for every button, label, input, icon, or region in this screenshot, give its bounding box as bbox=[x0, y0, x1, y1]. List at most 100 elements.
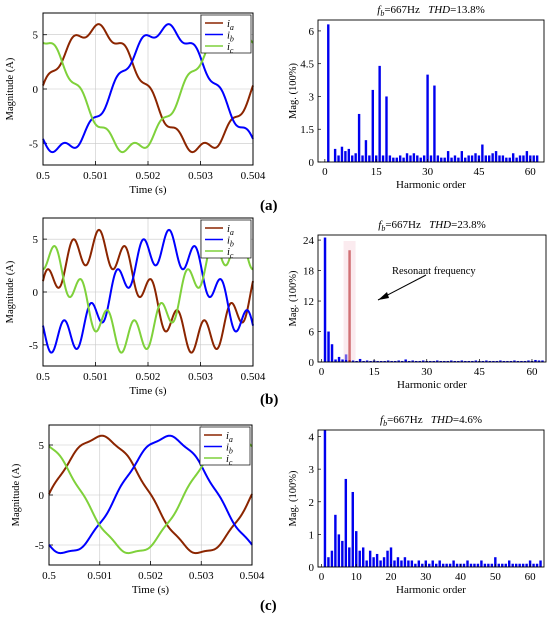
harmonic-bar bbox=[522, 155, 525, 162]
harmonic-bar bbox=[541, 360, 544, 362]
harmonic-bar bbox=[426, 74, 429, 162]
harmonic-bar bbox=[365, 360, 369, 362]
harmonic-bar bbox=[490, 563, 494, 567]
y-tick-label: 0 bbox=[309, 357, 315, 369]
harmonic-bar bbox=[483, 563, 487, 567]
legend-label-sub: b bbox=[230, 240, 234, 249]
harmonic-bar bbox=[481, 144, 484, 162]
waveform-chart-a: 0.5 0.501 0.502 0.503 0.504 5 0 -5 Time (s) Magni… bbox=[5, 12, 266, 196]
harmonic-bar bbox=[473, 563, 476, 567]
x-tick-label: 0.5 bbox=[42, 570, 56, 582]
harmonic-bar bbox=[467, 360, 471, 362]
series-line-ib bbox=[42, 228, 254, 354]
legend-label-sub: c bbox=[229, 458, 233, 467]
harmonic-bar bbox=[354, 153, 357, 162]
x-tick-label: 30 bbox=[420, 571, 432, 583]
harmonic-bar bbox=[464, 157, 467, 162]
series-line-ia bbox=[42, 228, 254, 354]
y-tick-label: 2 bbox=[309, 497, 315, 509]
harmonic-bar bbox=[501, 563, 504, 567]
panel-label-a: (a) bbox=[260, 198, 278, 214]
series-line-ia bbox=[42, 23, 254, 154]
harmonic-bar bbox=[436, 360, 439, 362]
y-axis-label: Mag. (100%) bbox=[288, 270, 299, 326]
harmonic-bar bbox=[516, 360, 520, 362]
harmonic-bar bbox=[528, 560, 532, 567]
y-tick-label: -5 bbox=[29, 340, 39, 352]
y-tick-label: 6 bbox=[309, 327, 315, 339]
harmonic-bar bbox=[364, 140, 368, 162]
x-tick-label: 0.503 bbox=[188, 170, 213, 182]
x-axis-label: Time (s) bbox=[129, 184, 167, 196]
harmonic-bar bbox=[453, 360, 457, 362]
x-tick-label: 45 bbox=[474, 366, 486, 378]
y-tick-label: 4.5 bbox=[300, 59, 314, 71]
harmonic-bar bbox=[421, 563, 424, 567]
y-axis-label: Magnitude (A) bbox=[11, 463, 22, 526]
x-tick-label: 0.503 bbox=[188, 371, 213, 383]
legend-label-main: i bbox=[227, 224, 230, 235]
y-tick-label: -5 bbox=[29, 138, 39, 150]
harmonic-bar bbox=[382, 557, 386, 567]
harmonic-bar bbox=[385, 96, 388, 162]
legend-label-ia: ia bbox=[227, 19, 234, 32]
harmonic-bar bbox=[327, 331, 330, 362]
harmonic-bar bbox=[440, 157, 443, 162]
harmonic-bar bbox=[460, 360, 464, 362]
harmonic-bar bbox=[404, 359, 407, 362]
harmonic-bar bbox=[417, 560, 421, 567]
x-tick-label: 0 bbox=[319, 571, 325, 583]
x-tick-label: 60 bbox=[526, 366, 538, 378]
resonant-bar bbox=[348, 250, 351, 362]
harmonic-bar bbox=[494, 151, 498, 162]
harmonic-bar bbox=[355, 360, 358, 362]
harmonic-bar bbox=[409, 155, 412, 162]
y-tick-label: 4 bbox=[309, 432, 315, 444]
panel-label-c: (c) bbox=[260, 598, 277, 614]
harmonic-bar bbox=[480, 560, 483, 567]
title-fb-value: =667Hz bbox=[384, 4, 420, 16]
x-tick-label: 20 bbox=[386, 571, 398, 583]
title-thd-label: THD bbox=[428, 4, 450, 16]
harmonic-bar bbox=[371, 89, 374, 162]
harmonic-bar bbox=[499, 360, 502, 362]
y-tick-label: 3 bbox=[309, 91, 315, 103]
harmonic-bar bbox=[337, 356, 341, 362]
x-tick-label: 0.504 bbox=[241, 371, 266, 383]
harmonic-bar bbox=[497, 563, 501, 567]
harmonic-bar bbox=[362, 360, 365, 362]
harmonic-bar bbox=[452, 560, 455, 567]
harmonic-bar bbox=[470, 155, 474, 162]
harmonic-bar bbox=[407, 560, 410, 567]
title-spacer bbox=[420, 4, 428, 16]
plot-frame bbox=[317, 19, 545, 163]
harmonic-bar bbox=[428, 563, 431, 567]
harmonic-bar bbox=[481, 360, 485, 362]
x-tick-label: 15 bbox=[371, 166, 383, 178]
harmonic-bar bbox=[529, 155, 532, 162]
legend-label-main: i bbox=[226, 431, 229, 442]
harmonic-bar bbox=[508, 157, 511, 162]
x-tick-label: 0.501 bbox=[87, 570, 112, 582]
harmonic-bar bbox=[445, 563, 448, 567]
harmonic-bar bbox=[488, 155, 491, 162]
harmonic-bar bbox=[386, 550, 389, 567]
x-tick-label: 60 bbox=[525, 166, 537, 178]
harmonic-bar bbox=[368, 550, 372, 567]
x-tick-label: 0.504 bbox=[240, 570, 265, 582]
harmonic-bar bbox=[515, 157, 518, 162]
legend-label-main: i bbox=[227, 247, 230, 258]
harmonic-bar bbox=[330, 550, 334, 567]
x-tick-label: 30 bbox=[421, 366, 433, 378]
harmonic-bar bbox=[397, 360, 400, 362]
harmonic-bar bbox=[488, 360, 492, 362]
harmonic-bar bbox=[403, 557, 407, 567]
x-tick-label: 60 bbox=[525, 571, 537, 583]
harmonic-bar bbox=[344, 478, 348, 567]
harmonic-bar bbox=[457, 157, 460, 162]
harmonic-bar bbox=[498, 155, 501, 162]
harmonic-bar bbox=[443, 360, 446, 362]
legend-label-main: i bbox=[227, 31, 230, 42]
legend-label-main: i bbox=[226, 443, 229, 454]
